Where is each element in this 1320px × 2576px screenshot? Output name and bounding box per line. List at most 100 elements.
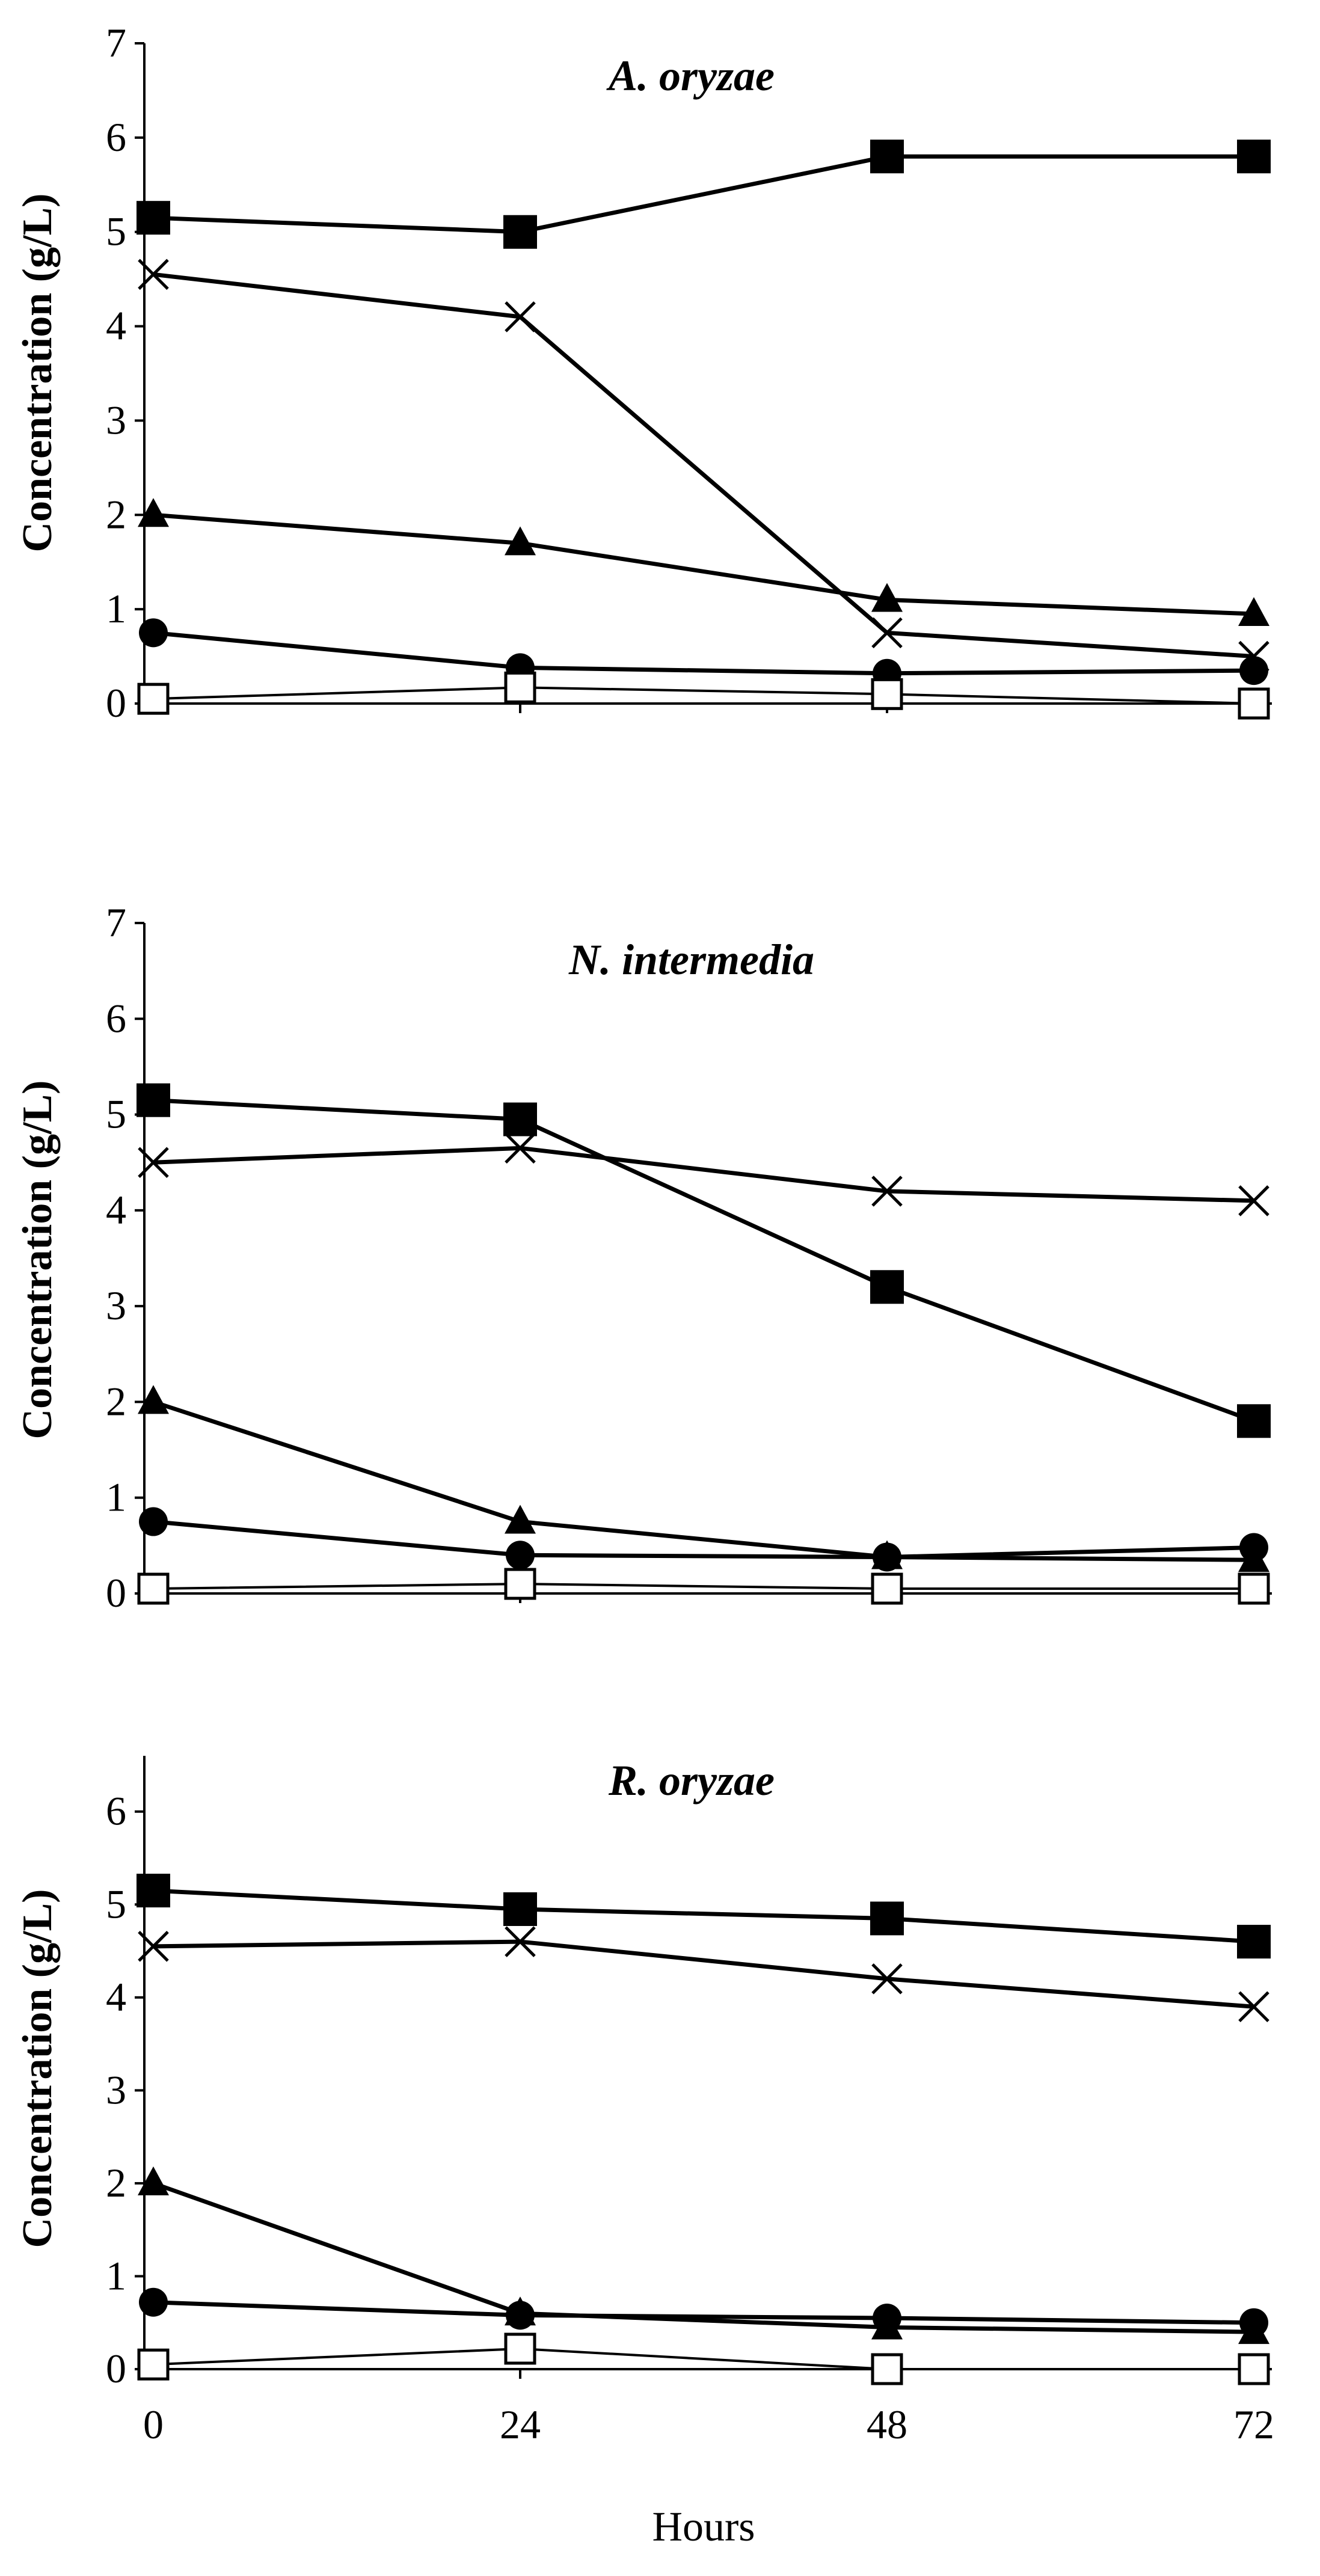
marker-filled-square xyxy=(1237,1404,1271,1438)
series-line xyxy=(152,1400,1254,1562)
y-tick-label: 7 xyxy=(106,20,126,66)
marker-cross xyxy=(505,1132,536,1164)
marker-open-square xyxy=(1238,1572,1270,1605)
x-axis-label: Hours xyxy=(652,2504,755,2550)
marker-filled-square xyxy=(1237,140,1271,174)
series-line xyxy=(153,154,1254,235)
y-tick-label: 6 xyxy=(106,1788,126,1834)
y-tick-label: 4 xyxy=(106,1187,126,1233)
y-tick-label: 4 xyxy=(106,303,126,349)
series-filled-square xyxy=(137,140,1271,249)
series-filled-square xyxy=(137,1874,1271,1959)
y-tick-label: 2 xyxy=(106,1378,126,1424)
marker-open-square xyxy=(137,1572,170,1605)
y-tick-label: 5 xyxy=(106,1091,126,1137)
marker-cross xyxy=(505,1926,536,1957)
marker-filled-circle xyxy=(139,1507,168,1536)
marker-open-square xyxy=(1238,2353,1270,2385)
marker-filled-square xyxy=(503,1892,537,1926)
marker-cross xyxy=(138,1931,169,1962)
series-filled-circle xyxy=(139,618,1268,688)
marker-open-square xyxy=(504,2332,536,2365)
y-tick-label: 2 xyxy=(106,2160,126,2206)
marker-filled-circle xyxy=(506,2301,535,2330)
series-line xyxy=(153,1520,1254,1559)
marker-filled-circle xyxy=(1239,656,1268,685)
marker-cross xyxy=(1238,1185,1269,1216)
marker-filled-circle xyxy=(1239,2308,1268,2337)
series-filled-circle xyxy=(139,1507,1268,1572)
marker-filled-square xyxy=(870,1901,904,1936)
series-filled-triangle xyxy=(138,498,1269,626)
series-line xyxy=(153,2300,1254,2325)
marker-filled-circle xyxy=(139,618,168,648)
marker-filled-triangle xyxy=(138,1385,169,1414)
panel-title: A. oryzae xyxy=(606,52,775,100)
marker-filled-circle xyxy=(506,1541,535,1570)
marker-cross xyxy=(871,617,903,649)
marker-cross xyxy=(1238,1991,1269,2023)
marker-open-square xyxy=(137,2348,170,2381)
series-line xyxy=(153,686,1254,705)
marker-open-square xyxy=(871,2353,903,2385)
x-tick-label: 48 xyxy=(867,2402,907,2447)
y-tick-label: 3 xyxy=(106,397,126,443)
marker-filled-square xyxy=(137,1083,170,1117)
y-tick-label: 1 xyxy=(106,2252,126,2298)
y-axis-label: Concentration (g/L) xyxy=(14,194,61,553)
marker-filled-circle xyxy=(873,1542,901,1572)
marker-filled-triangle xyxy=(505,1504,536,1534)
marker-filled-circle xyxy=(873,2304,901,2332)
y-tick-label: 2 xyxy=(106,491,126,537)
y-axis-label: Concentration (g/L) xyxy=(14,1081,61,1440)
panel-title: R. oryzae xyxy=(608,1756,775,1805)
panel-1: 0 1 2 3 4 5 6 7 Concentration (g/L) A. oryzae xyxy=(14,20,1272,726)
series-line xyxy=(153,1098,1255,1423)
panel-title: N. intermedia xyxy=(568,936,814,984)
y-axis-label: Concentration (g/L) xyxy=(14,1889,61,2248)
y-tick-label: 6 xyxy=(106,114,126,160)
x-tick-label: 72 xyxy=(1233,2402,1274,2447)
marker-cross xyxy=(138,259,169,290)
marker-open-square xyxy=(504,1568,536,1600)
y-tick-label: 1 xyxy=(106,1474,126,1520)
marker-filled-square xyxy=(870,1270,904,1304)
marker-filled-square xyxy=(137,1874,170,1908)
series-line xyxy=(153,2348,1254,2370)
marker-filled-square xyxy=(870,140,904,174)
series-line xyxy=(152,2181,1254,2334)
marker-filled-square xyxy=(1237,1925,1271,1959)
marker-filled-square xyxy=(137,201,170,235)
series-open-square xyxy=(137,671,1270,720)
marker-open-square xyxy=(871,1572,903,1605)
series-open-square xyxy=(137,1568,1270,1605)
y-tick-label: 7 xyxy=(106,900,126,945)
panel-3: 0 1 2 3 4 5 6 0 24 48 72 Concentration (g/L) R. oryz… xyxy=(14,1756,1274,2550)
marker-filled-triangle xyxy=(871,583,903,612)
y-tick-label: 4 xyxy=(106,1974,126,2020)
panel-2: 0 1 2 3 4 5 6 7 Concentration (g/L) N. intermedia xyxy=(14,900,1272,1616)
y-tick-label: 5 xyxy=(106,1881,126,1927)
series-cross xyxy=(138,1926,1269,2023)
marker-filled-triangle xyxy=(1238,596,1269,626)
marker-filled-circle xyxy=(1239,1533,1268,1562)
marker-filled-triangle xyxy=(138,2166,169,2195)
series-line xyxy=(153,272,1254,659)
series-line xyxy=(153,1939,1254,2009)
marker-cross xyxy=(871,1963,903,1995)
marker-open-square xyxy=(504,671,536,704)
series-line xyxy=(153,1145,1254,1203)
y-tick-label: 6 xyxy=(106,995,126,1041)
marker-cross xyxy=(138,1147,169,1178)
marker-filled-square xyxy=(503,215,537,249)
y-tick-label: 5 xyxy=(106,209,126,254)
series-cross xyxy=(138,1132,1269,1216)
x-tick-label: 0 xyxy=(143,2402,164,2447)
marker-open-square xyxy=(871,678,903,710)
series-filled-square xyxy=(137,1083,1271,1438)
y-tick-label: 0 xyxy=(106,680,126,726)
y-tick-label: 3 xyxy=(106,1283,126,1328)
marker-open-square xyxy=(137,682,170,715)
series-line xyxy=(153,630,1254,676)
